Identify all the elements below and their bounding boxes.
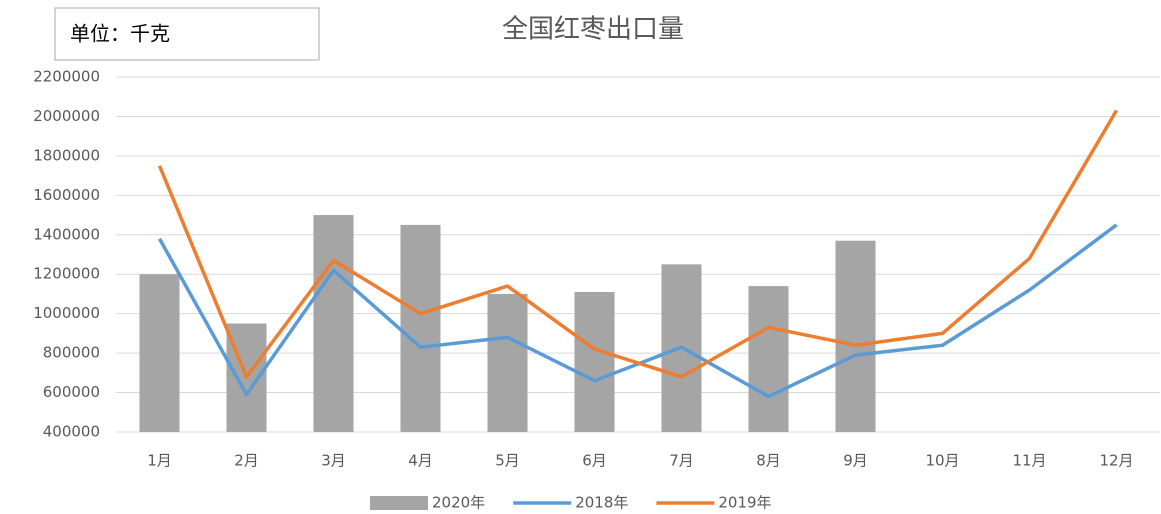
y-tick-label: 2200000	[33, 68, 100, 86]
bar	[487, 293, 528, 432]
x-tick-label: 3月	[321, 452, 346, 470]
unit-label: 单位：千克	[70, 22, 170, 46]
bar	[748, 286, 789, 432]
x-tick-label: 6月	[582, 452, 607, 470]
x-tick-label: 9月	[843, 452, 868, 470]
legend-label: 2018年	[575, 494, 628, 512]
legend-swatch	[370, 496, 428, 510]
chart-title: 全国红枣出口量	[502, 15, 684, 45]
y-tick-label: 1400000	[33, 225, 100, 243]
x-tick-label: 4月	[408, 452, 433, 470]
x-tick-label: 12月	[1099, 452, 1133, 470]
y-tick-label: 1800000	[33, 146, 100, 164]
x-tick-label: 7月	[669, 452, 694, 470]
x-tick-label: 10月	[925, 452, 959, 470]
y-tick-label: 1200000	[33, 265, 100, 283]
y-tick-label: 600000	[43, 383, 100, 401]
bar	[835, 240, 876, 432]
line	[157, 109, 1119, 379]
unit-box	[54, 7, 320, 61]
x-tick-label: 8月	[756, 452, 781, 470]
y-tick-label: 400000	[43, 423, 100, 441]
y-tick-label: 1600000	[33, 186, 100, 204]
y-tick-label: 800000	[43, 344, 100, 362]
x-tick-label: 2月	[234, 452, 259, 470]
x-tick-label: 11月	[1012, 452, 1046, 470]
y-tick-label: 2000000	[33, 107, 100, 125]
legend-label: 2019年	[718, 494, 771, 512]
y-tick-label: 1000000	[33, 304, 100, 322]
legend-label: 2020年	[432, 494, 485, 512]
bar	[313, 215, 354, 432]
bar	[139, 274, 180, 432]
bar	[574, 291, 615, 432]
bar	[400, 224, 441, 432]
x-tick-label: 1月	[147, 452, 172, 470]
line	[157, 223, 1118, 399]
x-tick-label: 5月	[495, 452, 520, 470]
